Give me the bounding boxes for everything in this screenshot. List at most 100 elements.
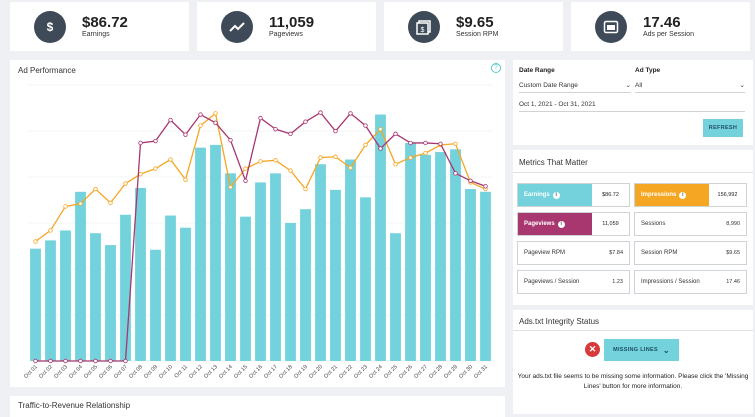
kpi-value: 17.46 xyxy=(643,14,681,31)
metric-label: Earnings xyxy=(524,192,550,198)
pageviews-point xyxy=(243,178,248,183)
bar xyxy=(285,223,296,361)
ads-txt-panel: Ads.txt Integrity Status xyxy=(513,310,753,414)
metric-earnings: Earnings i $86.72 xyxy=(517,183,630,207)
date-range-select[interactable]: Custom Date Range ⌄ xyxy=(519,78,631,93)
kpi-label: Earnings xyxy=(82,31,110,38)
error-icon: ✕ xyxy=(585,342,600,357)
pageviews-point xyxy=(138,140,143,146)
x-tick-label: Oct 04 xyxy=(68,364,84,380)
pageviews-point xyxy=(393,131,398,137)
metric-value: 17.46 xyxy=(726,279,740,285)
metric-label: Pageviews xyxy=(524,221,555,227)
bar xyxy=(390,233,401,361)
metric-label: Pageviews / Session xyxy=(524,279,580,285)
x-tick-label: Oct 26 xyxy=(398,364,414,380)
x-tick-label: Oct 22 xyxy=(338,364,354,380)
bar xyxy=(120,214,131,361)
impressions-point xyxy=(138,171,143,177)
metric-label: Impressions / Session xyxy=(641,278,700,285)
x-tick-label: Oct 19 xyxy=(293,364,309,380)
pageviews-point xyxy=(438,141,443,146)
impressions-point xyxy=(78,201,83,206)
info-icon[interactable]: i xyxy=(557,220,565,228)
pageviews-point xyxy=(183,132,188,137)
kpi-label: Session RPM xyxy=(456,31,499,38)
info-icon[interactable]: i xyxy=(552,191,560,199)
ad-type-select[interactable]: All ⌄ xyxy=(635,78,745,93)
impressions-point xyxy=(243,166,248,171)
impressions-point xyxy=(108,200,113,206)
kpi-earnings: $ $86.72 Earnings xyxy=(10,2,189,51)
info-icon[interactable]: i xyxy=(679,191,687,199)
metric-value: $7.84 xyxy=(609,250,623,256)
metric-pageview-rpm: Pageview RPM $7.84 xyxy=(517,241,630,265)
x-tick-label: Oct 10 xyxy=(158,364,174,380)
impressions-point xyxy=(183,177,188,182)
date-range-value: Custom Date Range xyxy=(519,81,578,89)
impressions-point xyxy=(258,159,263,164)
bar xyxy=(165,215,176,361)
x-tick-label: Oct 03 xyxy=(53,364,69,380)
x-tick-label: Oct 27 xyxy=(413,364,429,380)
filters-panel: Date Range Custom Date Range ⌄ Ad Type A… xyxy=(513,60,753,145)
metric-label: Pageview RPM xyxy=(524,250,566,256)
metric-impressions-session: Impressions / Session 17.46 xyxy=(634,270,747,294)
impressions-point xyxy=(198,123,203,128)
metric-value: $86.72 xyxy=(592,184,629,206)
metric-session-rpm: Session RPM $9.65 xyxy=(634,241,747,265)
date-input[interactable]: Oct 1, 2021 - Oct 31, 2021 xyxy=(519,98,745,112)
ad-type-value: All xyxy=(635,81,643,89)
bar xyxy=(195,147,206,361)
pageviews-point xyxy=(348,111,353,116)
pageviews-point xyxy=(303,119,308,124)
help-icon[interactable]: ? xyxy=(491,63,501,73)
kpi-session-rpm: $ $9.65 Session RPM xyxy=(384,2,563,51)
refresh-button[interactable]: REFRESH xyxy=(703,119,743,137)
bar xyxy=(315,164,326,361)
x-tick-label: Oct 17 xyxy=(263,364,279,380)
ad-type-label: Ad Type xyxy=(635,67,661,74)
bar xyxy=(90,233,101,361)
ad-performance-chart: Oct 01 Oct 02 Oct 03 Oct 04 Oct 05 Oct 06 Oct … xyxy=(23,84,493,380)
bar xyxy=(105,245,116,361)
trending-icon xyxy=(221,10,253,43)
bar xyxy=(45,240,56,361)
pageviews-point xyxy=(78,358,83,364)
x-tick-label: Oct 25 xyxy=(383,364,399,380)
x-tick-label: Oct 07 xyxy=(113,364,129,380)
bar xyxy=(225,173,236,361)
pageviews-point xyxy=(453,171,458,176)
impressions-point xyxy=(333,154,338,159)
bar xyxy=(420,154,431,361)
impressions-point xyxy=(228,184,233,190)
metric-pageviews-session: Pageviews / Session 1.23 xyxy=(517,270,630,294)
metric-label: Session RPM xyxy=(641,250,678,256)
metric-value: 8,990 xyxy=(726,221,740,227)
svg-text:$: $ xyxy=(47,20,54,34)
x-tick-label: Oct 16 xyxy=(248,364,264,380)
impressions-point xyxy=(348,165,353,170)
rpm-icon: $ xyxy=(408,10,440,43)
x-tick-label: Oct 29 xyxy=(443,364,459,380)
bar xyxy=(345,159,356,361)
bar xyxy=(210,144,221,361)
impressions-point xyxy=(318,155,323,160)
traffic-revenue-panel: Traffic-to-Revenue Relationship xyxy=(10,396,505,417)
missing-lines-button[interactable]: MISSING LINES ⌄ xyxy=(604,339,679,361)
bar xyxy=(375,114,386,361)
x-tick-label: Oct 02 xyxy=(38,364,54,380)
x-tick-label: Oct 20 xyxy=(308,364,324,380)
x-tick-label: Oct 15 xyxy=(233,364,249,380)
x-tick-label: Oct 18 xyxy=(278,364,294,380)
bar xyxy=(480,191,491,361)
kpi-label: Ads per Session xyxy=(643,31,694,38)
impressions-point xyxy=(33,239,38,244)
ad-performance-panel: Ad Performance ? Oct 01 Oct 02 Oct 03 Oct 0… xyxy=(10,60,505,387)
bar xyxy=(270,173,281,361)
pageviews-point xyxy=(63,358,68,364)
pageviews-point xyxy=(378,146,383,151)
kpi-value: 11,059 xyxy=(269,14,315,31)
impressions-point xyxy=(48,228,53,233)
pageviews-point xyxy=(93,358,98,364)
